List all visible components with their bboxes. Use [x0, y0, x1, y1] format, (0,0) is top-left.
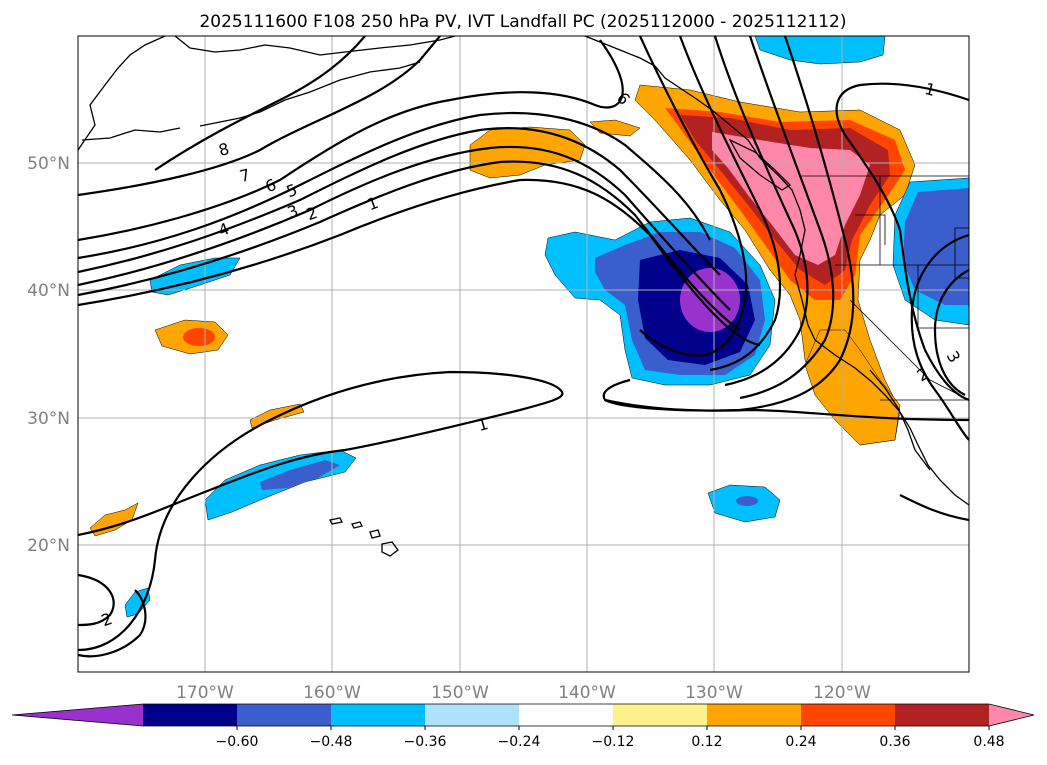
pv-contour-trough-4 [739, 36, 835, 400]
colorbar-segment [519, 704, 614, 726]
colorbar-extend-high [989, 704, 1034, 726]
colorbar-segment [707, 704, 802, 726]
colorbar-tick-label: 0.12 [691, 734, 722, 750]
latitude-labels: 50°N 40°N 30°N 20°N [27, 154, 70, 556]
pv-contour-2d [78, 589, 147, 658]
negative-anomaly-far-sw [124, 587, 151, 618]
lon-label-140w: 140°W [558, 683, 616, 703]
pv-contour-3b [933, 269, 969, 396]
colorbar-tick-label: −0.36 [404, 734, 447, 750]
colorbar-segment [801, 704, 896, 726]
lon-label-130w: 130°W [685, 683, 743, 703]
colorbar-extend-low [12, 704, 143, 726]
negative-anomaly-band-2-core [260, 460, 340, 490]
pv-contour-1b [835, 82, 969, 402]
map-frame [77, 35, 970, 673]
colorbar-tick-label: −0.12 [592, 734, 635, 750]
negative-anomaly-east-blue [903, 188, 969, 305]
lat-label-30n: 30°N [27, 409, 70, 429]
lat-label-40n: 40°N [27, 281, 70, 301]
pv-contour-2c [910, 233, 969, 441]
colorbar-segment [895, 704, 990, 726]
negative-anomaly-purple-center [680, 268, 740, 332]
contour-label-8: 8 [216, 139, 231, 160]
colorbar: −0.60 −0.48 −0.36 −0.24 −0.12 0.12 0.24 0.36 0.4… [11, 703, 1035, 750]
colorbar-tick-label: 0.24 [785, 734, 816, 750]
lat-label-50n: 50°N [27, 154, 70, 174]
lat-label-20n: 20°N [27, 536, 70, 556]
pv-contour-lower-right [604, 398, 969, 522]
pv-contour-2b [78, 573, 115, 627]
coastline-bc [584, 36, 816, 341]
contour-label-7: 7 [237, 165, 252, 186]
colorbar-segment [331, 704, 426, 726]
positive-anomaly-pink [712, 132, 870, 265]
colorbar-tick-label: −0.60 [216, 734, 259, 750]
colorbar-tick-label: −0.24 [498, 734, 541, 750]
colorbar-tick-label: 0.48 [973, 734, 1004, 750]
positive-anomaly-west-1-core [183, 328, 215, 346]
pv-contour-5 [78, 111, 711, 260]
coastline-vancouver-island [728, 138, 792, 191]
pv-contour-trough-3 [713, 36, 809, 387]
pv-contour-6a [78, 39, 624, 242]
positive-anomaly-west-3 [89, 502, 139, 537]
colorbar-tick-label: −0.48 [310, 734, 353, 750]
colorbar-segment [425, 704, 520, 726]
pv-contours [78, 36, 969, 658]
pv-contour-trough-1 [638, 36, 748, 357]
pv-contour-2a [78, 160, 741, 331]
coastline-hawaii [329, 517, 399, 557]
colorbar-segment [143, 704, 238, 726]
colorbar-segment [613, 704, 708, 726]
colorbar-segment [237, 704, 332, 726]
lon-label-170w: 170°W [176, 683, 234, 703]
map-area: 8 7 6 5 4 3 2 1 6 1 1 2 3 2 [77, 35, 970, 673]
lon-label-120w: 120°W [813, 683, 871, 703]
pv-contour-8 [154, 36, 366, 171]
pv-contour-7 [78, 36, 441, 197]
pv-contour-1c [78, 370, 564, 652]
colorbar-tick-label: 0.36 [879, 734, 910, 750]
pv-contour-3a [78, 145, 731, 311]
pv-contour-trough-2 [678, 36, 782, 372]
pv-contour-4 [78, 127, 721, 276]
negative-anomaly-subtropic-core [736, 496, 758, 506]
longitude-labels: 170°W 160°W 150°W 140°W 130°W 120°W [176, 683, 871, 703]
lon-label-160w: 160°W [303, 683, 361, 703]
contour-label-1c: 1 [475, 414, 490, 435]
colorbar-outline [11, 703, 1035, 727]
map-title: 2025111600 F108 250 hPa PV, IVT Landfall… [199, 12, 846, 32]
coastline-alaska [78, 36, 456, 151]
pv-contour-1a [78, 178, 761, 347]
lon-label-150w: 150°W [431, 683, 489, 703]
contour-label-1b: 1 [923, 79, 938, 100]
